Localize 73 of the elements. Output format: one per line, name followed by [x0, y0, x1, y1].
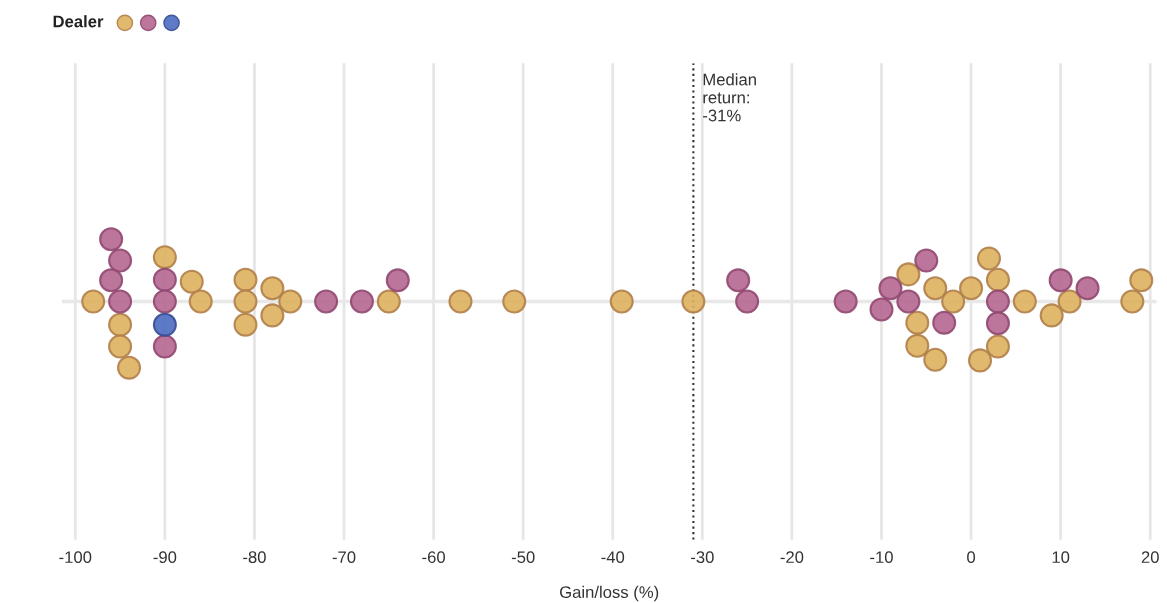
- point: [233, 312, 258, 337]
- point: [932, 310, 957, 335]
- point: [1057, 289, 1082, 314]
- point: [985, 334, 1010, 359]
- point: [1129, 268, 1154, 293]
- x-tick-label: -100: [59, 551, 92, 564]
- x-tick-label: -30: [691, 551, 714, 564]
- point: [878, 276, 903, 301]
- point: [1075, 276, 1100, 301]
- x-tick-label: -10: [870, 551, 893, 564]
- x-axis-title: Gain/loss (%): [560, 585, 659, 602]
- point: [99, 227, 124, 252]
- point: [81, 289, 106, 314]
- point: [152, 267, 177, 292]
- point: [179, 269, 204, 294]
- point: [117, 355, 142, 380]
- point: [99, 268, 124, 293]
- x-tick-label: -60: [422, 551, 445, 564]
- point: [833, 289, 858, 314]
- x-tick-label: -80: [243, 551, 266, 564]
- point: [976, 246, 1002, 271]
- point: [152, 334, 177, 359]
- point: [609, 289, 634, 314]
- point: [959, 276, 984, 301]
- x-tick-label: -70: [332, 551, 356, 564]
- x-tick-label: 10: [1052, 551, 1070, 564]
- point: [681, 289, 706, 314]
- point: [233, 267, 258, 292]
- ref-line-label: Median return: -31%: [703, 73, 756, 122]
- point: [152, 289, 177, 314]
- point: [1048, 268, 1073, 293]
- point: [985, 267, 1010, 292]
- point: [448, 289, 473, 314]
- point: [896, 262, 921, 287]
- legend-title: Dealer: [53, 15, 104, 28]
- point: [941, 289, 966, 314]
- point: [905, 310, 930, 335]
- point: [314, 289, 339, 314]
- point: [108, 312, 133, 337]
- point: [108, 289, 133, 314]
- point: [914, 248, 939, 273]
- point: [896, 289, 921, 314]
- point: [502, 289, 527, 314]
- point: [108, 248, 133, 273]
- point: [968, 348, 993, 373]
- x-tick-label: -50: [511, 551, 535, 564]
- x-tick-label: 20: [1141, 551, 1159, 564]
- point: [985, 289, 1010, 314]
- point: [349, 289, 374, 314]
- point: [985, 311, 1010, 336]
- x-tick-label: -40: [601, 551, 625, 564]
- point: [385, 268, 410, 293]
- point: [152, 312, 177, 337]
- point: [1039, 303, 1064, 328]
- point: [1012, 289, 1037, 314]
- point: [188, 289, 213, 314]
- point: [1120, 289, 1145, 314]
- point: [869, 297, 894, 322]
- point: [735, 289, 760, 314]
- point: [152, 245, 177, 270]
- point: [726, 268, 751, 293]
- point: [260, 303, 285, 328]
- point: [278, 289, 303, 314]
- point: [923, 347, 948, 372]
- x-tick-label: 0: [967, 551, 976, 564]
- x-tick-label: -20: [780, 551, 804, 564]
- x-tick-label: -90: [153, 551, 177, 564]
- point: [376, 289, 401, 314]
- point: [923, 276, 948, 301]
- point: [260, 276, 285, 301]
- point: [905, 333, 930, 358]
- point: [233, 289, 258, 314]
- point: [108, 334, 133, 359]
